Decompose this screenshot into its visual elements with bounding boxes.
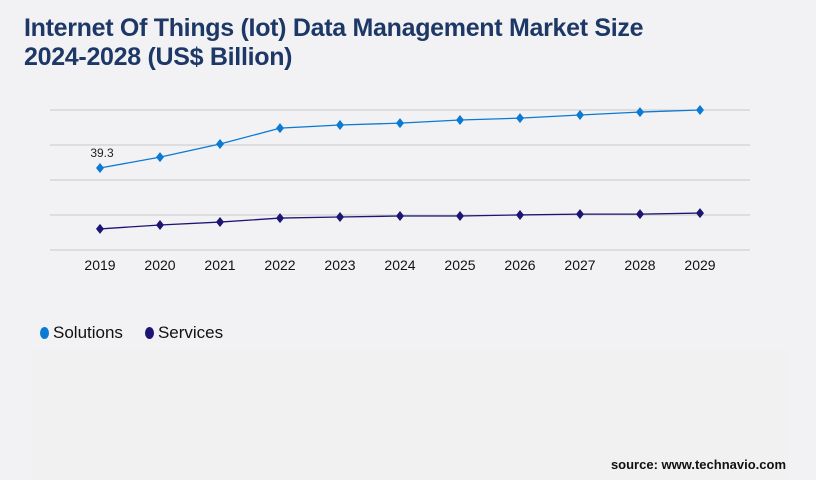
x-tick-label: 2027 (564, 257, 595, 273)
data-point (636, 107, 644, 118)
title-line-2: 2024-2028 (US$ Billion) (24, 43, 293, 71)
x-tick-label: 2025 (444, 257, 475, 273)
data-point (516, 209, 524, 220)
legend-item-solutions[interactable]: Solutions (40, 323, 123, 343)
solutions-marker-icon (40, 327, 49, 339)
data-point (696, 105, 704, 115)
x-tick-label: 2019 (84, 257, 115, 273)
data-point (336, 212, 344, 223)
x-tick-label: 2028 (624, 257, 655, 273)
background-panel (32, 350, 788, 480)
source-text: source: www.technavio.com (610, 457, 786, 472)
services-marker-icon (144, 327, 154, 339)
x-tick-label: 2021 (204, 257, 235, 273)
data-point (396, 118, 404, 129)
data-point (396, 210, 404, 221)
x-tick-label: 2022 (264, 257, 295, 273)
data-point (276, 213, 284, 224)
data-point (276, 123, 284, 134)
data-point (516, 113, 524, 124)
x-tick-label: 2023 (324, 257, 355, 273)
data-point (216, 139, 224, 150)
title-line-1: Internet Of Things (Iot) Data Management… (24, 14, 644, 42)
data-point (456, 210, 464, 221)
data-point (216, 217, 224, 228)
data-point (456, 115, 464, 126)
chart-title: Internet Of Things (Iot) Data Management… (24, 14, 644, 72)
data-point (156, 219, 164, 230)
data-point (696, 208, 704, 219)
data-point (96, 223, 104, 234)
line-chart: 2019 2020 2021 2022 2023 2024 2025 2026 2027 2028… (50, 105, 750, 273)
data-point (96, 163, 104, 174)
legend-label: Services (157, 323, 224, 342)
data-point (336, 120, 344, 131)
x-tick-label: 2026 (504, 257, 535, 273)
legend: Solutions Services (40, 323, 223, 343)
data-point (576, 209, 584, 220)
x-tick-label: 2020 (144, 257, 175, 273)
data-point (576, 110, 584, 121)
data-point (636, 209, 644, 220)
x-tick-label: 2024 (384, 257, 415, 273)
legend-item-services[interactable]: Services (144, 323, 224, 343)
legend-label: Solutions (53, 323, 123, 342)
x-tick-label: 2029 (684, 257, 715, 273)
data-point (156, 152, 164, 163)
data-label: 39.3 (90, 146, 114, 160)
